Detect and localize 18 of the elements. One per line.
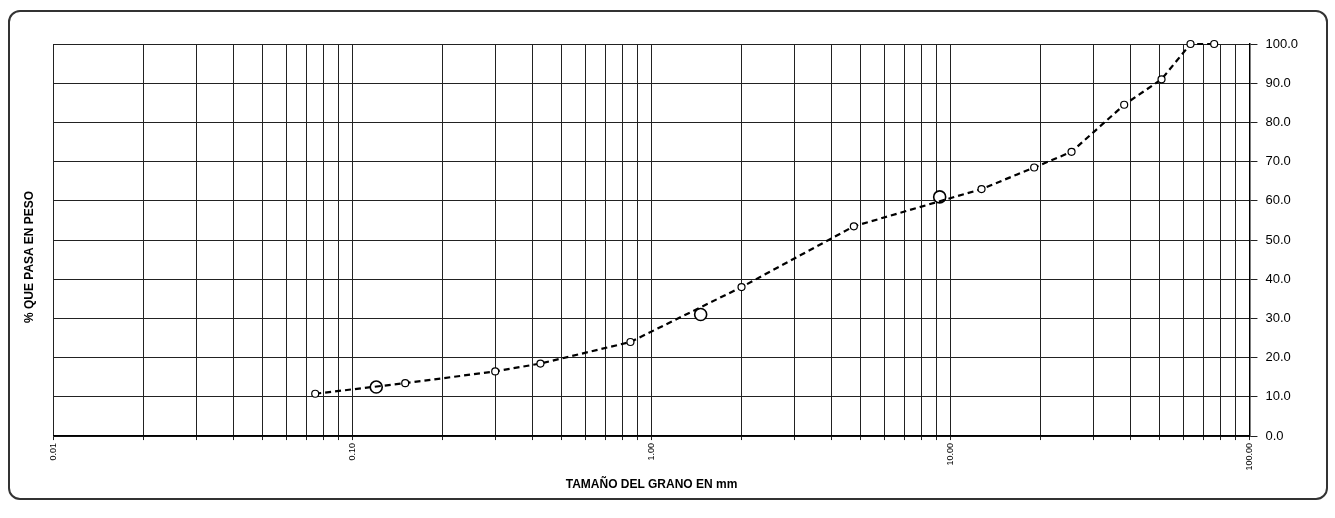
x-tick-label: 0.01 [48,443,59,461]
y-tick-label: 70.0 [1265,153,1291,169]
y-tick-label: 40.0 [1265,270,1291,286]
y-tick-label: 100.0 [1265,35,1299,51]
y-tick-label: 50.0 [1265,231,1291,247]
x-tick-label: 1.00 [646,443,657,461]
y-tick-label: 90.0 [1265,74,1291,90]
x-axis-title: TAMAÑO DEL GRANO EN mm [565,476,738,492]
x-tick-label: 10.00 [944,443,955,466]
y-tick-label: 0.0 [1265,427,1284,443]
x-tick-label: 0.10 [347,443,358,461]
y-tick-label: 30.0 [1265,310,1291,326]
y-tick-label: 80.0 [1265,113,1291,129]
y-tick-label: 60.0 [1265,192,1291,208]
x-tick-label: 100.00 [1243,443,1254,471]
y-tick-label: 10.0 [1265,388,1291,404]
y-tick-label: 20.0 [1265,349,1291,365]
y-axis-title: % QUE PASA EN PESO [22,190,36,324]
